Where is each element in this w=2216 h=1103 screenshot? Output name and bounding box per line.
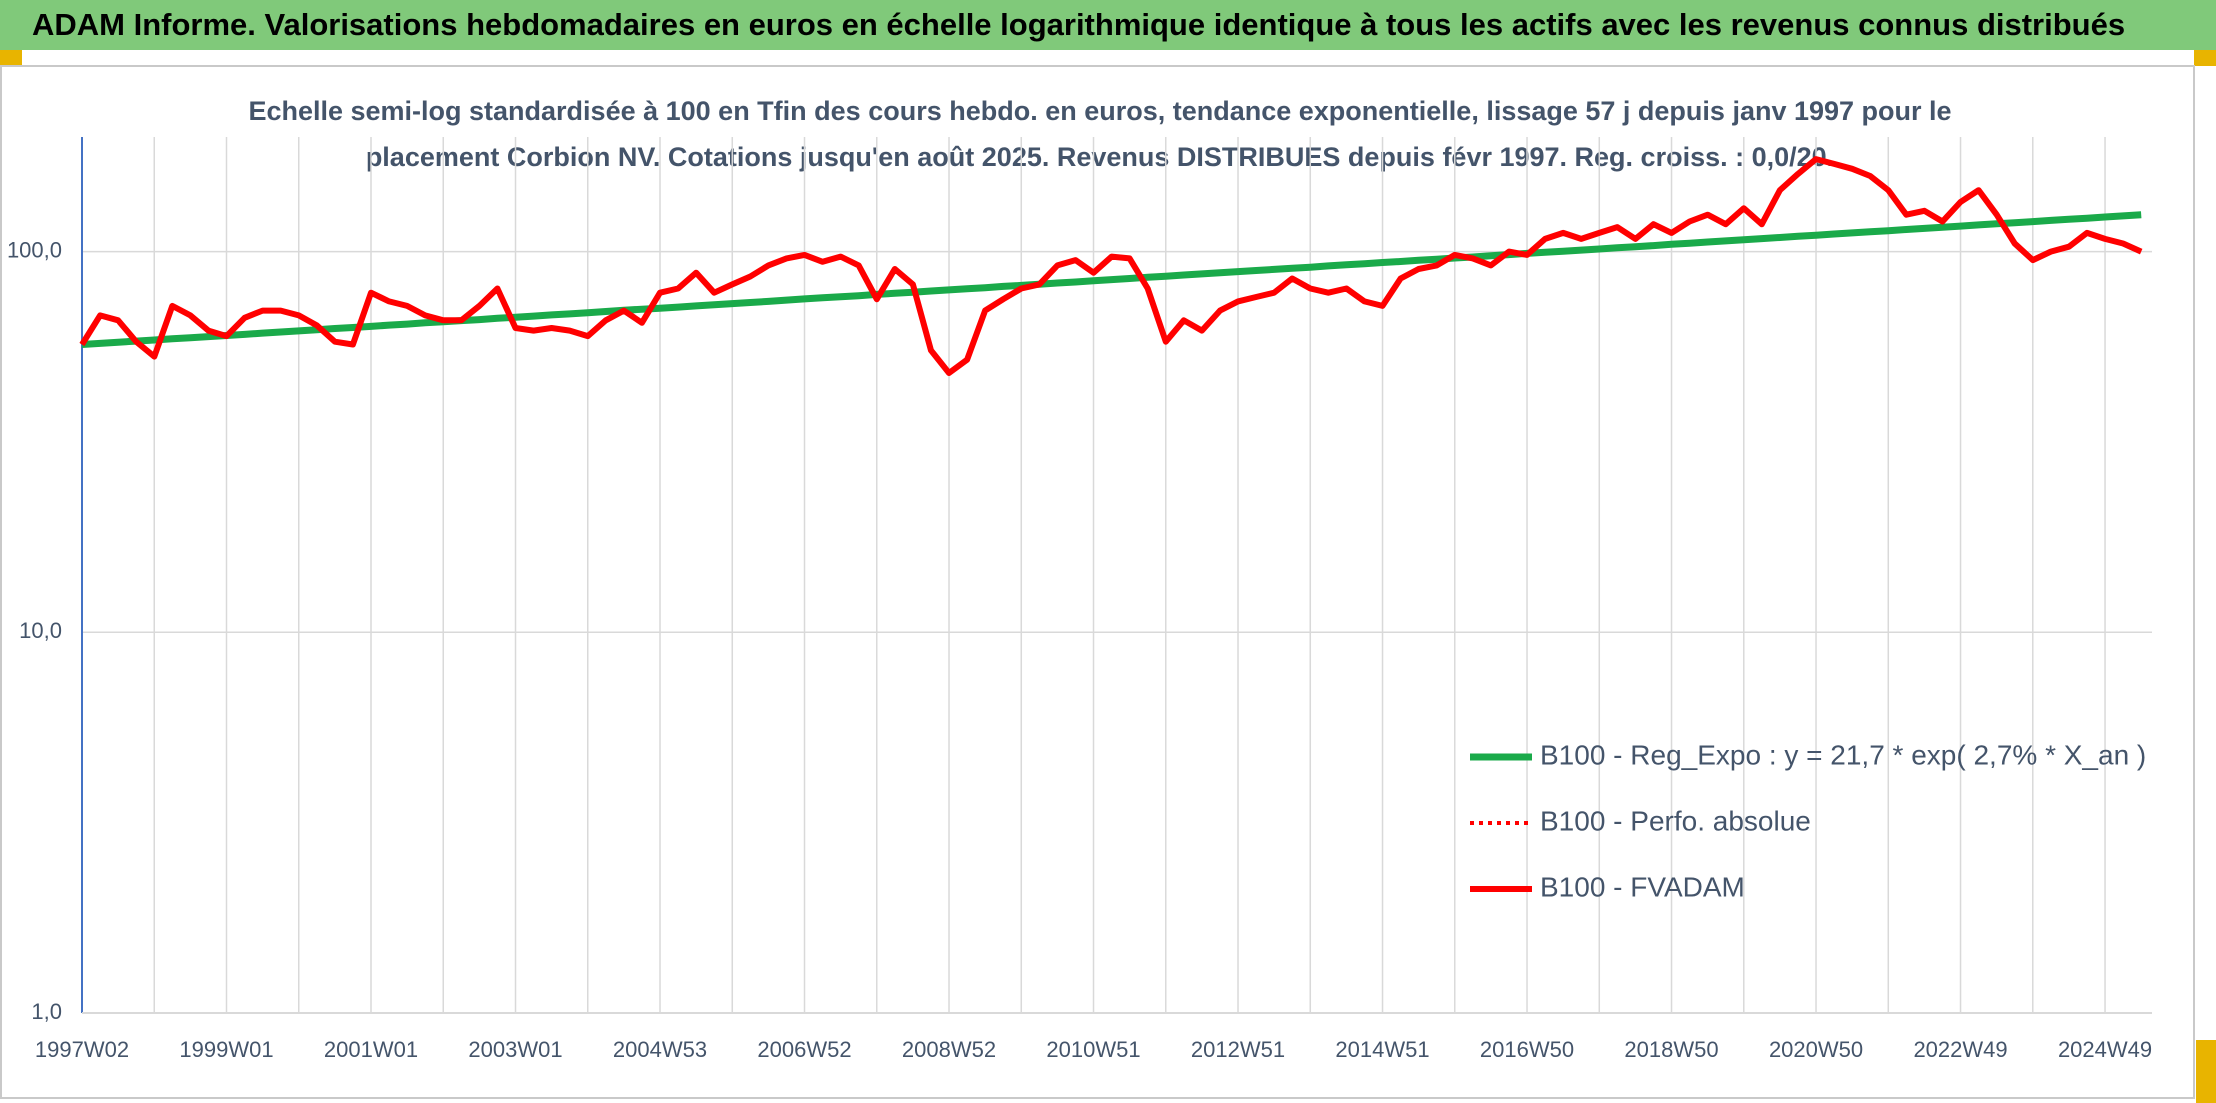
series-line <box>81 211 2142 348</box>
y-tick-label: 1,0 <box>31 999 62 1024</box>
legend-label: B100 - Reg_Expo : y = 21,7 * exp( 2,7% *… <box>1540 739 2146 770</box>
corner <box>2194 50 2216 66</box>
x-tick-label: 2004W53 <box>613 1037 707 1062</box>
x-tick-label: 2020W50 <box>1769 1037 1863 1062</box>
chart-subtitle: placement Corbion NV. Cotations jusqu'en… <box>366 142 1834 172</box>
y-tick-label: 10,0 <box>19 618 62 643</box>
x-tick-label: 2024W49 <box>2058 1037 2152 1062</box>
x-tick-label: 2003W01 <box>468 1037 562 1062</box>
x-tick-label: 1997W02 <box>35 1037 129 1062</box>
x-tick-label: 2001W01 <box>324 1037 418 1062</box>
y-tick-label: 100,0 <box>7 237 62 262</box>
series-line <box>79 156 2143 376</box>
x-tick-label: 2022W49 <box>1913 1037 2007 1062</box>
x-tick-label: 2006W52 <box>757 1037 851 1062</box>
x-tick-label: 2008W52 <box>902 1037 996 1062</box>
legend-label: B100 - Perfo. absolue <box>1540 805 1811 836</box>
corner <box>0 50 22 66</box>
chart-subtitle: Echelle semi-log standardisée à 100 en T… <box>248 96 1951 126</box>
legend-label: B100 - FVADAM <box>1540 871 1745 902</box>
x-tick-label: 2016W50 <box>1480 1037 1574 1062</box>
x-tick-label: 2018W50 <box>1624 1037 1718 1062</box>
chart-frame <box>0 65 2195 1099</box>
title-bar <box>0 0 2216 50</box>
corner <box>2196 1040 2216 1103</box>
x-tick-label: 2012W51 <box>1191 1037 1285 1062</box>
page-title: ADAM Informe. Valorisations hebdomadaire… <box>32 7 2125 42</box>
x-tick-label: 2014W51 <box>1335 1037 1429 1062</box>
x-tick-label: 2010W51 <box>1046 1037 1140 1062</box>
x-tick-label: 1999W01 <box>179 1037 273 1062</box>
